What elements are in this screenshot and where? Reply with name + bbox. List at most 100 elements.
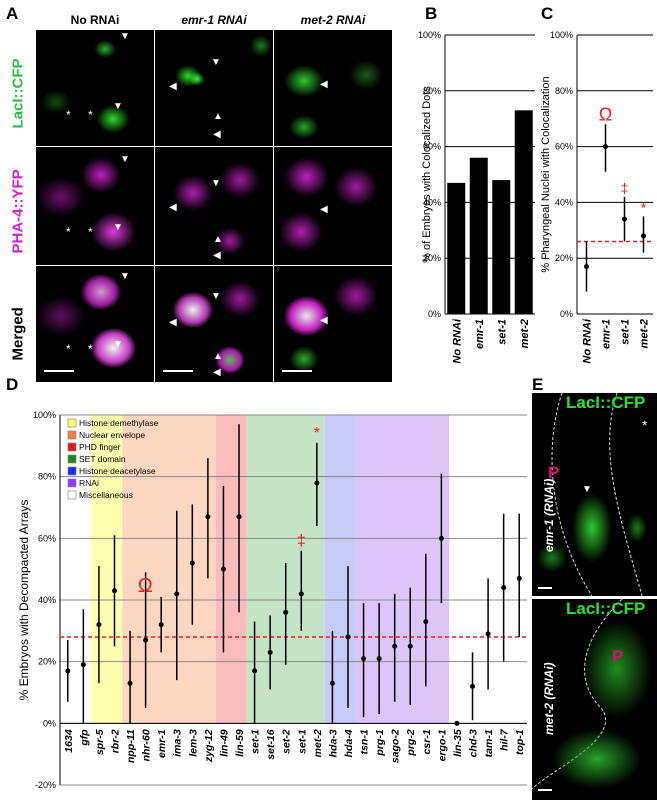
x-tick-label: lem-3: [187, 729, 199, 757]
legend-label: Histone demethylase: [79, 418, 159, 428]
x-tick-label: hda-4: [343, 729, 355, 757]
data-point: [314, 480, 320, 486]
data-point: [80, 662, 86, 668]
y-tick-label: 40%: [38, 595, 56, 605]
x-tick-label: hil-7: [499, 728, 511, 751]
group-band: [215, 415, 247, 724]
x-tick-label: met-2: [519, 319, 531, 348]
legend-label: Miscellaneous: [79, 490, 133, 500]
data-point: [329, 680, 335, 686]
x-tick-label: tam-1: [483, 729, 495, 757]
micrograph-a-r3c1: ▼ ▼ * *: [36, 266, 154, 382]
data-point: [345, 634, 351, 640]
data-point: [298, 591, 304, 597]
x-tick-label: met-2: [312, 729, 324, 757]
scale-bar: [282, 370, 312, 372]
x-tick-label: ergo-1: [436, 729, 448, 761]
x-tick-label: hda-3: [327, 729, 339, 757]
y-tick-label: 0%: [43, 718, 56, 728]
legend-label: SET domain: [79, 454, 126, 464]
micrograph-a-r2c1: ▼ ▼ * *: [36, 147, 154, 265]
x-tick-label: set-16: [265, 729, 277, 760]
x-tick-label: nhr-60: [141, 729, 153, 761]
micrograph-a-r2c2: ▼ ◀ ▲ ◀: [155, 147, 273, 265]
legend-swatch: [67, 490, 77, 500]
y-tick-label: 80%: [38, 472, 56, 482]
legend-swatch: [67, 478, 77, 488]
x-tick-label: set-1: [250, 729, 262, 754]
x-tick-label: 1634: [63, 729, 75, 753]
x-tick-label: npp-11: [125, 729, 137, 763]
x-tick-label: gfp: [78, 729, 90, 747]
significance-marker: Ω: [138, 575, 153, 597]
micrograph-e-bottom: LacI::CFP P met-2 (RNAi): [532, 599, 657, 800]
legend-label: Nuclear envelope: [79, 430, 145, 440]
legend-swatch: [67, 430, 77, 440]
x-tick-label: emr-1: [474, 319, 486, 349]
y-axis-label: % Pharyngeal Nuclei with Colocalization: [540, 76, 552, 272]
y-tick-label: 20%: [423, 253, 441, 263]
data-point: [220, 566, 226, 572]
micrograph-a-r2c3: ◀: [274, 147, 392, 265]
data-point: [485, 631, 491, 637]
legend-label: Histone deacetylase: [79, 466, 156, 476]
e-bottom-label: met-2 (RNAi): [542, 662, 556, 735]
data-point: [143, 637, 149, 643]
data-point: [252, 668, 258, 674]
row-label-pha4: PHA-4::YFP: [9, 169, 27, 254]
y-tick-label: 40%: [555, 197, 573, 207]
e-top-label: emr-1 (RNAi): [542, 478, 556, 552]
y-tick-label: 80%: [555, 86, 573, 96]
scale-bar: [44, 370, 74, 372]
y-tick-label: 20%: [38, 657, 56, 667]
x-tick-label: set-2: [281, 729, 293, 754]
data-point: [454, 720, 460, 726]
x-tick-label: lin-59: [234, 729, 246, 757]
y-tick-label: 100%: [550, 30, 573, 40]
x-tick-label: ima-3: [172, 729, 184, 757]
x-tick-label: chd-3: [468, 729, 480, 757]
y-axis-label: % of Embryos with Colocalized Dots: [421, 86, 433, 263]
data-point: [267, 649, 273, 655]
data-point: [501, 585, 507, 591]
x-tick-label: lin-49: [218, 729, 230, 757]
data-point: [584, 264, 589, 270]
x-tick-label: tsn-1: [359, 729, 371, 754]
data-point: [407, 643, 413, 649]
row-label-merged: Merged: [9, 307, 27, 361]
y-tick-label: 80%: [423, 86, 441, 96]
y-tick-label: 60%: [555, 142, 573, 152]
group-band: [324, 415, 356, 724]
x-tick-label: sago-2: [390, 729, 402, 763]
e-bottom-title: LacI::CFP: [566, 599, 646, 618]
col-title-met2: met-2 RNAi: [300, 13, 366, 27]
significance-marker: Ω: [599, 104, 612, 124]
legend-swatch: [67, 418, 77, 428]
x-tick-label: prg-2: [405, 729, 417, 756]
x-tick-label: csr-1: [421, 729, 433, 754]
y-axis-label: % Embryos with Decompacted Arrays: [17, 500, 31, 701]
y-tick-label: 0%: [428, 309, 441, 319]
data-point: [361, 656, 367, 662]
micrograph-a-r3c3: ◀: [274, 266, 392, 382]
legend-swatch: [67, 442, 77, 452]
scale-bar: [538, 789, 552, 791]
panel-letter-e: E: [532, 375, 544, 394]
micrograph-e-top: LacI::CFP P ▼ * emr-1 (RNAi): [532, 393, 657, 596]
scale-bar: [163, 370, 193, 372]
legend-label: PHD finger: [79, 442, 121, 452]
data-point: [438, 535, 444, 541]
data-point: [376, 656, 382, 662]
x-tick-label: prg-1: [374, 729, 386, 756]
x-tick-label: set-1: [620, 319, 632, 345]
bar: [492, 180, 511, 314]
legend-swatch: [67, 466, 77, 476]
y-tick-label: 100%: [418, 30, 441, 40]
row-label-laci: LacI::CFP: [9, 58, 27, 129]
micrograph-a-r1c3: ◀: [274, 30, 392, 146]
col-title-emr1: emr-1 RNAi: [181, 13, 247, 27]
data-point: [65, 668, 71, 674]
chart-b: 0% 20% 40% 60% 80% 100% No RNAi emr-1 set-1 met-2…: [418, 30, 535, 364]
e-top-marker: P: [548, 463, 560, 482]
col-title-no-rnai: No RNAi: [70, 13, 120, 27]
